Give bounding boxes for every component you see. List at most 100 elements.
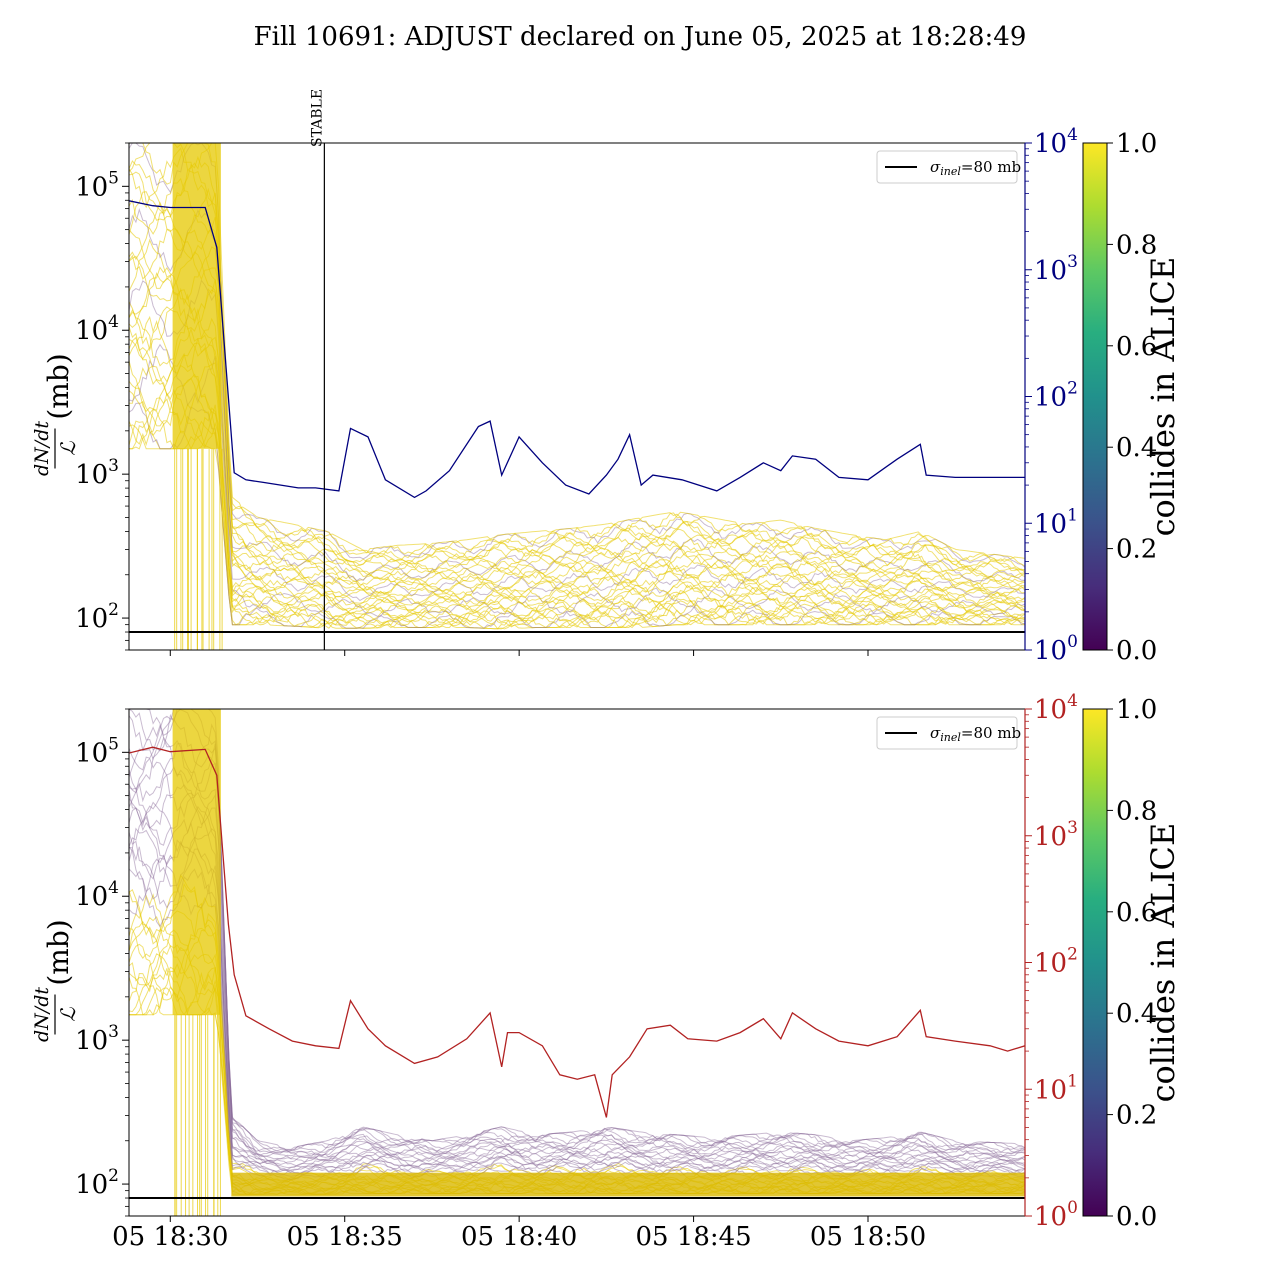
y-tick-label-left: 104 xyxy=(75,878,119,912)
legend-sigma: σ xyxy=(930,724,941,742)
axes-frame xyxy=(128,142,1026,651)
bunch-trace xyxy=(129,709,1025,1154)
tick-mantissa: 10 xyxy=(75,882,108,912)
colorbar-tick-label: 0.6 xyxy=(1116,332,1157,362)
tick-mantissa: 10 xyxy=(1034,949,1067,979)
y-tick-label-left: 104 xyxy=(75,312,119,346)
bunch-trace xyxy=(129,251,1025,594)
bunch-trace xyxy=(129,793,1025,1170)
tick-mantissa: 10 xyxy=(1034,1075,1067,1105)
tick-exponent: 3 xyxy=(1067,252,1078,272)
y-tick-label-right: 100 xyxy=(1034,632,1078,666)
legend-label: σinel=80 mb xyxy=(930,158,1021,178)
bunch-trace xyxy=(129,307,1025,608)
bunch-trace xyxy=(129,874,1025,1183)
y-tick-label-right: 101 xyxy=(1034,1071,1078,1105)
bunch-trace xyxy=(129,238,1025,591)
colorbar-tick-label: 0.6 xyxy=(1116,898,1157,928)
plot-area xyxy=(129,709,1025,1216)
bunch-trace xyxy=(129,893,1025,1186)
tick-mantissa: 10 xyxy=(1034,822,1067,852)
colorbar-tick-label: 0.4 xyxy=(1116,999,1157,1029)
y-axis-label-left: dN/dt ℒ (mb) xyxy=(31,919,80,1042)
legend-value: =80 mb xyxy=(961,724,1021,742)
bunch-trace xyxy=(129,787,1025,1169)
colorbar-tick-label: 1.0 xyxy=(1116,695,1157,725)
colorbar-tick-label: 0.0 xyxy=(1116,1202,1157,1232)
y-tick-label-left: 102 xyxy=(75,600,119,634)
x-tick-label: 05 18:50 xyxy=(810,1222,926,1252)
colorbar-label: collides in ALICE xyxy=(1144,257,1182,537)
y-axis-label-left: dN/dt ℒ (mb) xyxy=(31,353,80,476)
bunch-trace xyxy=(129,287,1025,604)
rate-series-line xyxy=(129,200,1025,499)
y-tick-label-left: 102 xyxy=(75,1166,119,1200)
tick-mantissa: 10 xyxy=(1034,383,1067,413)
tick-exponent: 4 xyxy=(108,312,119,332)
legend: σinel=80 mb xyxy=(876,150,1021,184)
y-tick-label-left: 105 xyxy=(75,734,119,768)
bunch-trace xyxy=(129,709,1025,1152)
y-tick-label-right: 103 xyxy=(1034,252,1078,286)
bunch-trace xyxy=(129,715,1025,1154)
tick-mantissa: 10 xyxy=(75,1026,108,1056)
bunch-trace xyxy=(129,229,1025,591)
bunch-trace xyxy=(129,227,1025,588)
tick-exponent: 2 xyxy=(108,1166,119,1186)
tick-mantissa: 10 xyxy=(75,172,108,202)
tick-mantissa: 10 xyxy=(75,460,108,490)
legend: σinel=80 mb xyxy=(876,716,1021,750)
tick-mantissa: 10 xyxy=(75,738,108,768)
tick-exponent: 3 xyxy=(108,456,119,476)
bunch-trace xyxy=(129,315,1025,611)
bunch-trace xyxy=(129,854,1025,1178)
y-tick-label-right: 102 xyxy=(1034,379,1078,413)
y-tick-label-left: 105 xyxy=(75,168,119,202)
bunch-trace xyxy=(129,168,1025,576)
y-tick-label-right: 101 xyxy=(1034,505,1078,539)
legend-sigma: σ xyxy=(930,158,941,176)
bunch-trace xyxy=(129,271,1025,598)
tick-exponent: 4 xyxy=(108,878,119,898)
legend-label: σinel=80 mb xyxy=(930,724,1021,744)
y-label-numerator: dN/dt xyxy=(31,987,53,1042)
tick-exponent: 1 xyxy=(1067,505,1078,525)
y-label-numerator: dN/dt xyxy=(31,421,53,476)
colorbar-label: collides in ALICE xyxy=(1144,823,1182,1103)
bunch-trace xyxy=(129,846,1025,1177)
bunch-trace xyxy=(129,177,1025,579)
y-tick-label-right: 100 xyxy=(1034,1198,1078,1232)
bunch-trace xyxy=(129,343,1025,617)
bunch-trace xyxy=(129,766,1025,1163)
tick-mantissa: 10 xyxy=(75,1170,108,1200)
tick-mantissa: 10 xyxy=(75,316,108,346)
bunch-trace xyxy=(129,155,1025,571)
tick-mantissa: 10 xyxy=(1034,509,1067,539)
bunch-trace xyxy=(129,279,1025,602)
tick-exponent: 2 xyxy=(1067,945,1078,965)
legend-box xyxy=(876,150,1018,184)
legend-box xyxy=(876,716,1018,750)
tick-mantissa: 10 xyxy=(1034,1202,1067,1232)
y-tick-label-left: 103 xyxy=(75,1022,119,1056)
x-tick-label: 05 18:35 xyxy=(287,1222,403,1252)
bunch-trace xyxy=(129,868,1025,1180)
legend-subscript: inel xyxy=(940,731,961,744)
bunch-trace xyxy=(129,743,1025,1160)
bunch-trace xyxy=(129,827,1025,1175)
colorbar-tick-label: 1.0 xyxy=(1116,129,1157,159)
tick-exponent: 2 xyxy=(1067,379,1078,399)
y-label-denominator: ℒ xyxy=(56,441,80,456)
bunch-trace xyxy=(129,736,1025,1158)
tick-exponent: 5 xyxy=(108,734,119,754)
bunch-trace-block xyxy=(172,143,221,449)
legend-subscript: inel xyxy=(940,165,961,178)
bunch-trace xyxy=(129,143,1025,563)
y-tick-label-right: 104 xyxy=(1034,125,1078,159)
colorbar-tick-label: 0.2 xyxy=(1116,535,1157,565)
y-label-unit: (mb) xyxy=(42,919,75,985)
y-tick-label-right: 104 xyxy=(1034,691,1078,725)
stable-label: STABLE xyxy=(309,89,325,147)
